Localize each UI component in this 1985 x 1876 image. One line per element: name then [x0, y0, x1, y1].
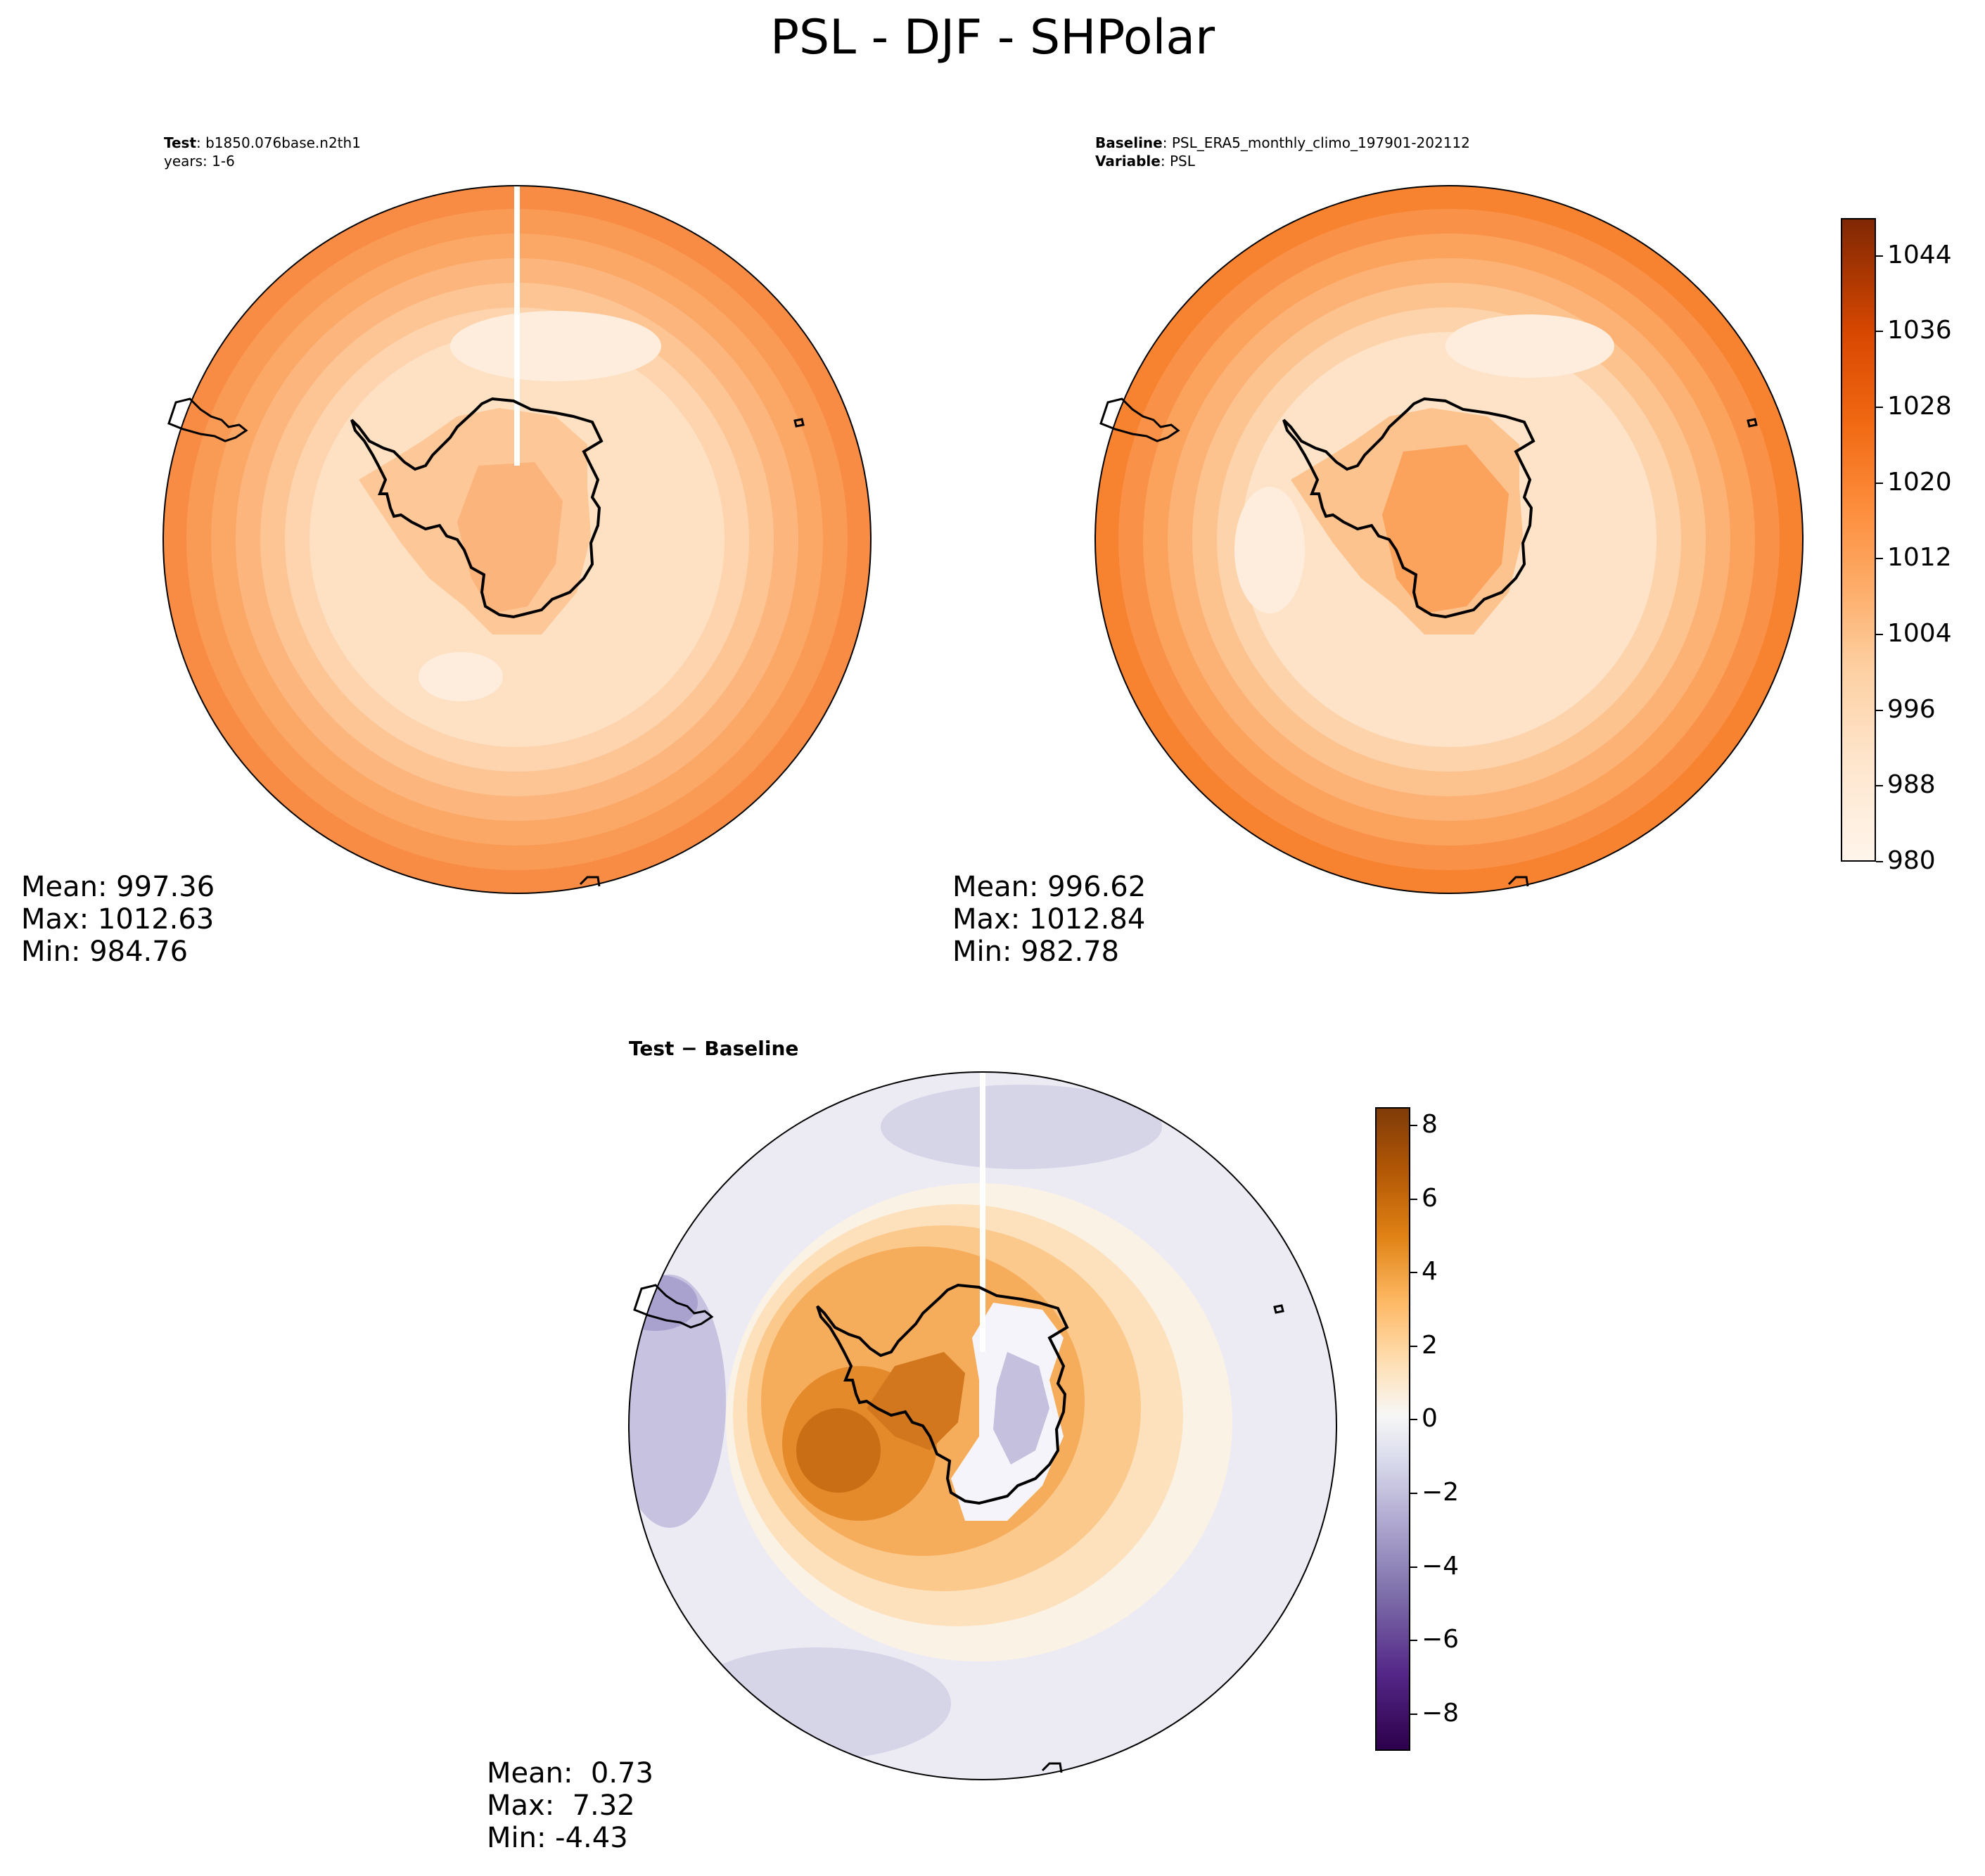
baseline-label-bold: Baseline	[1095, 134, 1163, 151]
colorbar-tick-mark	[1410, 1640, 1417, 1642]
island-coastline	[579, 876, 601, 887]
psl-band	[419, 652, 503, 701]
island-coastline	[793, 418, 805, 428]
seam-line	[980, 1072, 985, 1352]
test-mean: Mean: 997.36	[21, 871, 215, 903]
colorbar-tick-mark	[1876, 255, 1883, 257]
test-label-bold: Test	[164, 134, 197, 151]
colorbar-tick-label: 988	[1887, 770, 1936, 800]
diff-band	[867, 1352, 965, 1450]
test-max: Max: 1012.63	[21, 903, 215, 936]
diff-band	[796, 1408, 881, 1493]
antarctica-coastline	[816, 1283, 1069, 1505]
antarctica-shading	[1382, 445, 1509, 613]
diff-colorbar	[1375, 1107, 1410, 1751]
baseline-min: Min: 982.78	[952, 936, 1120, 968]
diff-band	[993, 1352, 1049, 1465]
colorbar-tick-label: 1020	[1887, 467, 1952, 497]
baseline-max: Max: 1012.84	[952, 903, 1146, 936]
colorbar-tick-label: 1044	[1887, 240, 1952, 269]
south-america-coastline	[167, 397, 248, 442]
baseline-panel-label: Baseline: PSL_ERA5_monthly_climo_197901-…	[1095, 134, 1470, 170]
variable-label-value: : PSL	[1160, 153, 1195, 170]
island-coastline	[1507, 876, 1529, 887]
psl-colorbar	[1841, 218, 1876, 862]
colorbar-tick-label: 1028	[1887, 392, 1952, 421]
baseline-map	[1094, 185, 1804, 894]
diff-min: Min: -4.43	[487, 1822, 628, 1854]
colorbar-tick-label: 6	[1422, 1183, 1438, 1213]
colorbar-tick-label: 1004	[1887, 619, 1952, 649]
diff-band	[881, 1085, 1162, 1169]
test-min: Min: 984.76	[21, 936, 189, 968]
colorbar-tick-mark	[1876, 785, 1883, 787]
colorbar-tick-mark	[1410, 1125, 1417, 1127]
test-panel-label: Test: b1850.076base.n2th1 years: 1-6	[164, 134, 361, 170]
antarctica-coastline	[1282, 397, 1536, 619]
colorbar-tick-label: −4	[1422, 1551, 1460, 1581]
baseline-mean: Mean: 996.62	[952, 871, 1147, 903]
test-stats: Mean: 997.36 Max: 1012.63 Min: 984.76	[21, 871, 215, 968]
colorbar-tick-mark	[1410, 1345, 1417, 1347]
diff-band	[629, 1275, 698, 1331]
colorbar-tick-mark	[1410, 1198, 1417, 1200]
diff-stats: Mean: 0.73 Max: 7.32 Min: -4.43	[487, 1757, 653, 1854]
colorbar-tick-mark	[1876, 861, 1883, 862]
island-coastline	[1273, 1304, 1284, 1314]
psl-band	[1445, 314, 1614, 378]
colorbar-tick-mark	[1876, 331, 1883, 333]
figure-title: PSL - DJF - SHPolar	[770, 10, 1215, 65]
colorbar-tick-mark	[1410, 1272, 1417, 1274]
colorbar-tick-mark	[1876, 482, 1883, 484]
diff-max: Max: 7.32	[487, 1789, 635, 1822]
antarctica-coastline	[350, 397, 604, 619]
colorbar-tick-label: −2	[1422, 1478, 1460, 1507]
colorbar-tick-mark	[1410, 1566, 1417, 1568]
colorbar-tick-mark	[1876, 634, 1883, 636]
south-america-coastline	[633, 1284, 714, 1329]
colorbar-tick-mark	[1410, 1713, 1417, 1715]
diff-map	[628, 1071, 1337, 1780]
diff-mean: Mean: 0.73	[487, 1757, 653, 1789]
seam-line	[514, 186, 520, 466]
colorbar-tick-label: 1012	[1887, 543, 1952, 573]
test-map	[162, 185, 872, 894]
colorbar-tick-label: −8	[1422, 1698, 1460, 1728]
test-years: years: 1-6	[164, 153, 235, 170]
psl-band	[1234, 487, 1305, 613]
colorbar-tick-mark	[1410, 1493, 1417, 1494]
island-coastline	[1041, 1762, 1063, 1773]
colorbar-tick-label: −6	[1422, 1625, 1460, 1654]
colorbar-tick-label: 1036	[1887, 316, 1952, 345]
test-label-value: : b1850.076base.n2th1	[196, 134, 361, 151]
baseline-label-value: : PSL_ERA5_monthly_climo_197901-202112	[1162, 134, 1470, 151]
colorbar-tick-mark	[1410, 1419, 1417, 1421]
colorbar-tick-label: 996	[1887, 694, 1936, 724]
colorbar-tick-mark	[1876, 407, 1883, 409]
colorbar-tick-label: 4	[1422, 1257, 1438, 1287]
diff-panel-title: Test − Baseline	[629, 1037, 799, 1060]
colorbar-tick-mark	[1876, 709, 1883, 711]
baseline-stats: Mean: 996.62 Max: 1012.84 Min: 982.78	[952, 871, 1146, 968]
colorbar-tick-label: 980	[1887, 846, 1936, 875]
colorbar-tick-label: 2	[1422, 1330, 1438, 1360]
variable-label-bold: Variable	[1095, 153, 1161, 170]
diff-band	[684, 1647, 951, 1760]
island-coastline	[1747, 418, 1758, 428]
psl-band	[450, 311, 661, 381]
colorbar-tick-label: 8	[1422, 1110, 1438, 1140]
south-america-coastline	[1099, 397, 1180, 442]
colorbar-tick-label: 0	[1422, 1404, 1438, 1434]
diff-band	[629, 1275, 726, 1528]
colorbar-tick-mark	[1876, 558, 1883, 560]
